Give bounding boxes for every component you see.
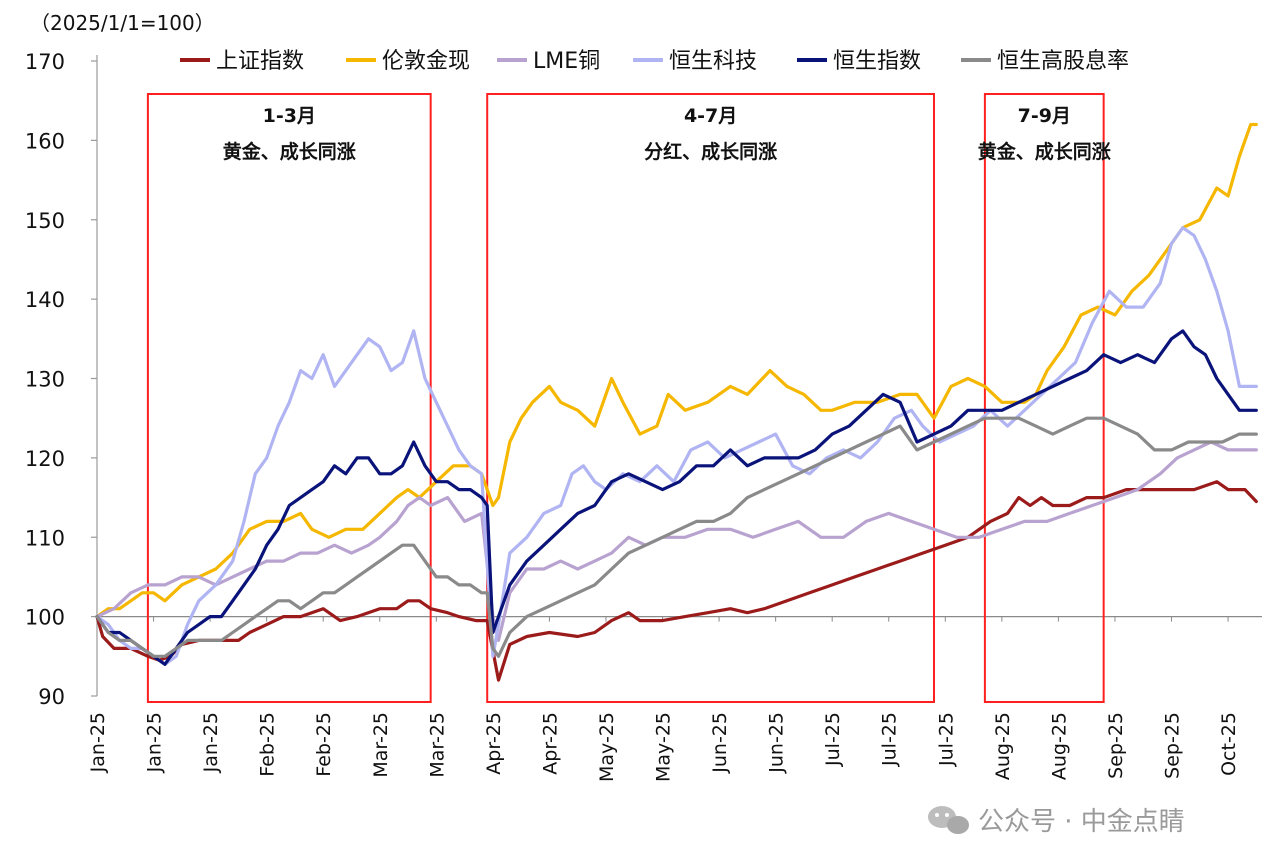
x-tick-label: Feb-25: [257, 712, 279, 777]
x-tick-label: Sep-25: [1105, 712, 1127, 779]
series-line-1: [95, 122, 1258, 619]
annotation-description: 分红、成长同涨: [644, 140, 777, 163]
x-tick-label: May-25: [596, 712, 618, 782]
annotation-box: [486, 93, 935, 703]
x-tick-label: Apr-25: [483, 712, 505, 775]
x-tick-label: May-25: [653, 712, 675, 782]
annotation-period: 1-3月: [263, 105, 316, 127]
x-tick-label: Jun-25: [709, 712, 731, 774]
x-tick-label: Jan-25: [87, 712, 109, 773]
x-tick-label: Feb-25: [313, 712, 335, 777]
y-tick-label: 120: [25, 447, 65, 471]
x-tick-label: Oct-25: [1218, 712, 1240, 776]
annotation-period: 4-7月: [684, 105, 737, 127]
series-line-5: [95, 416, 1258, 658]
series-line-4: [95, 329, 1258, 666]
series-line-3: [95, 226, 1258, 666]
x-tick-label: Sep-25: [1162, 712, 1184, 779]
series-line-0: [95, 480, 1258, 682]
unit-label: （2025/1/1=100）: [30, 11, 215, 35]
x-tick-label: Mar-25: [370, 712, 392, 778]
series-lines: [95, 122, 1258, 682]
y-tick-label: 100: [25, 606, 65, 630]
legend-label: 恒生高股息率: [997, 49, 1129, 74]
x-tick-label: Mar-25: [426, 712, 448, 778]
x-tick-label: Jul-25: [879, 712, 901, 767]
legend-label: 恒生指数: [833, 49, 921, 74]
x-tick-label: Jul-25: [822, 712, 844, 767]
legend: 上证指数 伦敦金现 LME铜 恒生科技 恒生指数 恒生高股息率: [180, 49, 1129, 74]
x-tick-label: Apr-25: [539, 712, 561, 775]
y-tick-label: 110: [25, 526, 65, 550]
x-tick-label: Aug-25: [992, 712, 1014, 780]
y-tick-label: 150: [25, 209, 65, 233]
y-tick-label: 90: [38, 685, 65, 709]
legend-label: 恒生科技: [669, 49, 757, 74]
y-tick-label: 170: [25, 50, 65, 74]
legend-label: 伦敦金现: [382, 49, 470, 74]
watermark-text: 公众号 · 中金点睛: [978, 807, 1185, 837]
series-line-2: [95, 440, 1258, 642]
annotation-box: [146, 93, 432, 703]
annotation-period: 7-9月: [1018, 105, 1071, 127]
legend-label: 上证指数: [216, 49, 304, 74]
watermark: 公众号 · 中金点睛: [928, 806, 1185, 837]
annotation-description: 黄金、成长同涨: [978, 140, 1111, 163]
y-tick-label: 160: [25, 129, 65, 153]
y-tick-label: 130: [25, 368, 65, 392]
y-tick-label: 140: [25, 288, 65, 312]
annotation-box: [983, 93, 1105, 703]
x-tick-label: Aug-25: [1048, 712, 1070, 780]
wechat-icon: [928, 806, 969, 834]
x-tick-label: Jan-25: [144, 712, 166, 773]
annotation-description: 黄金、成长同涨: [223, 140, 356, 163]
legend-label: LME铜: [533, 49, 600, 74]
x-tick-label: Jun-25: [766, 712, 788, 774]
x-tick-label: Jan-25: [200, 712, 222, 773]
axes: 90 100 110 120 130 140 150 160 170 Jan-25 Jan-25 Ja…: [25, 50, 1262, 782]
x-tick-label: Jul-25: [935, 712, 957, 767]
